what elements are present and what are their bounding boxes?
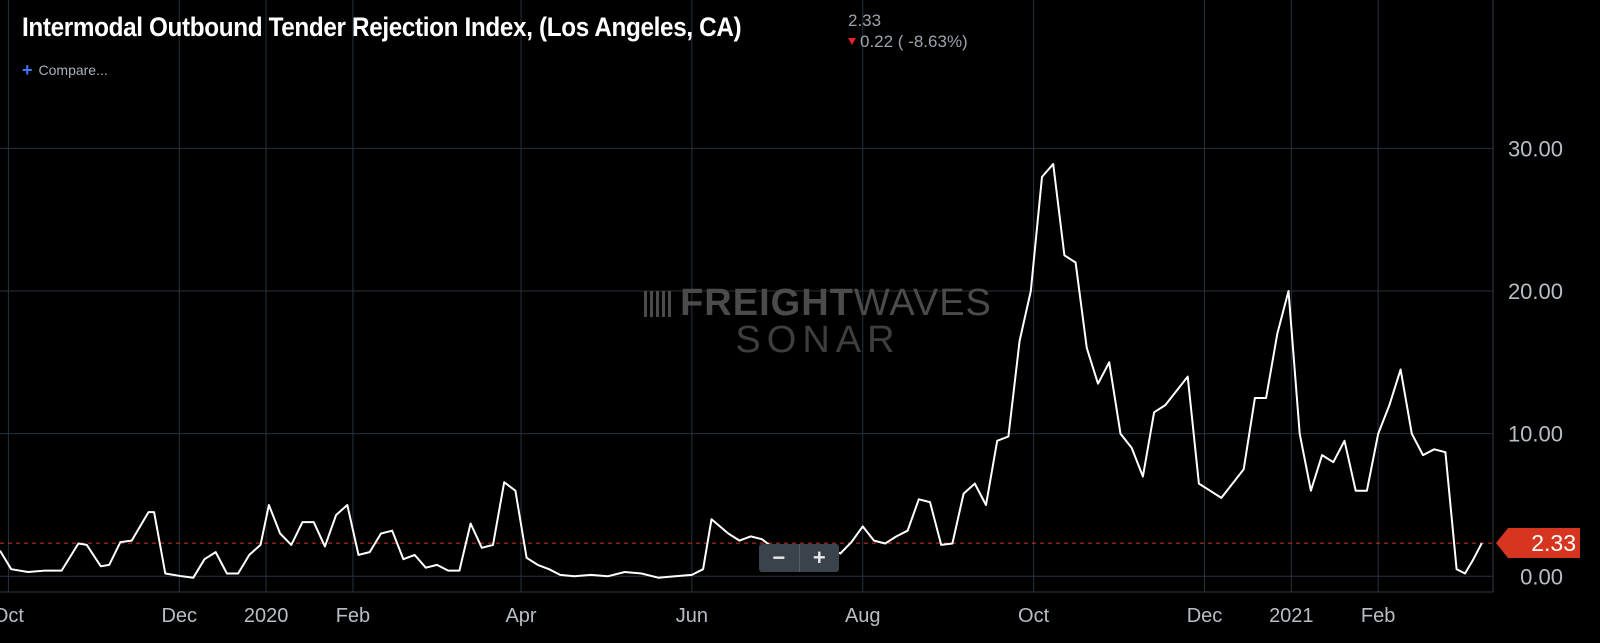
x-tick-label: 2021: [1269, 605, 1314, 627]
x-tick-label: Apr: [505, 605, 536, 627]
change-value-row: 0.22 ( -8.63%): [848, 31, 968, 52]
zoom-out-button[interactable]: −: [772, 545, 786, 570]
quote-summary: 2.33 0.22 ( -8.63%): [848, 10, 968, 52]
down-arrow-icon: [848, 38, 856, 45]
chart-title: Intermodal Outbound Tender Rejection Ind…: [22, 12, 742, 42]
index-series-line: [0, 163, 1483, 579]
y-tick-label: 20.00: [1508, 279, 1563, 304]
x-tick-label: Oct: [1018, 605, 1050, 627]
change-value: 0.22 ( -8.63%): [860, 32, 968, 51]
plus-icon: +: [22, 60, 33, 80]
y-axis-ticks: 0.00 10.00 20.00 30.00: [1508, 136, 1563, 589]
compare-label: Compare...: [38, 62, 108, 78]
gridlines: [0, 0, 1493, 592]
x-tick-label: Feb: [336, 605, 370, 627]
chart-header: Intermodal Outbound Tender Rejection Ind…: [22, 8, 821, 43]
x-tick-label: Dec: [161, 605, 197, 627]
last-value-tag: 2.33: [1496, 528, 1580, 559]
last-value: 2.33: [848, 11, 882, 30]
zoom-in-button[interactable]: +: [798, 544, 840, 572]
x-axis-ticks: Oct Dec 2020 Feb Apr Jun Aug Oct Dec 2021 Feb: [0, 605, 1395, 627]
y-tick-label: 10.00: [1508, 422, 1563, 447]
x-tick-label: Aug: [845, 605, 881, 627]
x-tick-label: Dec: [1187, 605, 1223, 627]
x-tick-label: Feb: [1361, 605, 1395, 627]
compare-button[interactable]: + Compare...: [22, 60, 108, 80]
y-tick-label: 30.00: [1508, 136, 1563, 161]
y-tick-label: 0.00: [1520, 564, 1563, 589]
x-tick-label: Oct: [0, 605, 24, 627]
zoom-controls: − +: [759, 544, 839, 572]
x-tick-label: Jun: [676, 605, 708, 627]
x-tick-label: 2020: [244, 605, 289, 627]
